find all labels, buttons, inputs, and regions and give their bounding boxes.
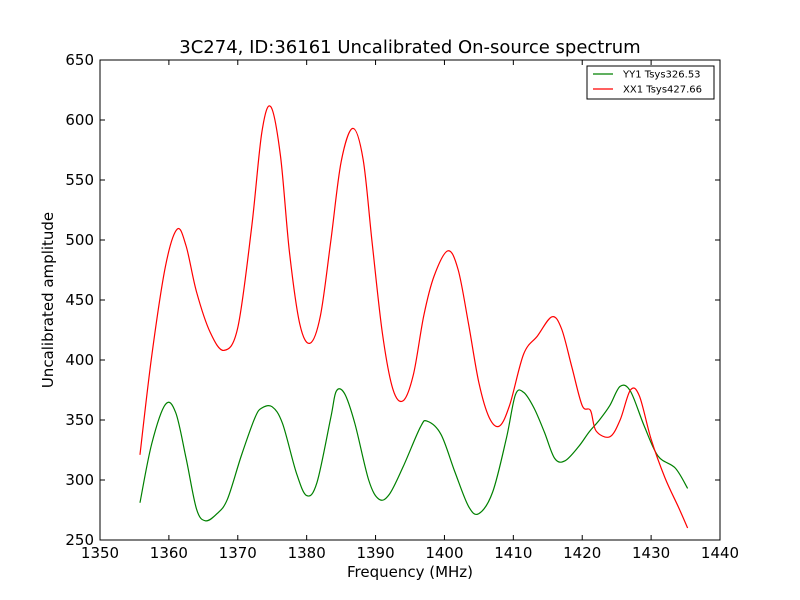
x-tick-label: 1350	[81, 544, 119, 562]
y-tick-label: 400	[65, 351, 94, 369]
x-tick-label: 1390	[356, 544, 394, 562]
series-line-xx1	[139, 105, 689, 529]
x-tick-labels: 1350 1360 1370 1380 1390 1400 1410 1420 1430 1440	[81, 544, 739, 562]
x-tick-label: 1440	[701, 544, 739, 562]
plot-frame	[99, 59, 721, 541]
x-tick-label: 1410	[494, 544, 532, 562]
y-tick-label: 500	[65, 231, 94, 249]
y-tick-label: 250	[65, 531, 94, 549]
y-tick-label: 550	[65, 171, 94, 189]
y-tick-label: 450	[65, 291, 94, 309]
x-tick-label: 1400	[425, 544, 463, 562]
y-tick-labels: 250 300 350 400 450 500 550 600 650	[65, 51, 94, 549]
legend-box	[586, 65, 715, 100]
x-tick-label: 1420	[563, 544, 601, 562]
x-tick-label: 1360	[150, 544, 188, 562]
x-tick-label: 1430	[632, 544, 670, 562]
chart-title: 3C274, ID:36161 Uncalibrated On-source s…	[179, 37, 640, 58]
legend-label-xx1: XX1 Tsys427.66	[623, 85, 702, 96]
series-lines	[139, 105, 689, 529]
y-tick-label: 650	[65, 51, 94, 69]
y-tick-label: 600	[65, 111, 94, 129]
legend-label-yy1: YY1 Tsys326.53	[622, 70, 701, 81]
x-axis-label: Frequency (MHz)	[347, 563, 473, 581]
y-tick-label: 300	[65, 471, 94, 489]
x-tick-label: 1380	[288, 544, 326, 562]
x-tick-label: 1370	[219, 544, 257, 562]
legend: YY1 Tsys326.53 XX1 Tsys427.66	[586, 65, 715, 100]
y-tick-label: 350	[65, 411, 94, 429]
series-line-yy1	[139, 384, 689, 522]
plot-area	[100, 60, 720, 540]
y-axis-label: Uncalibrated amplitude	[39, 212, 57, 388]
